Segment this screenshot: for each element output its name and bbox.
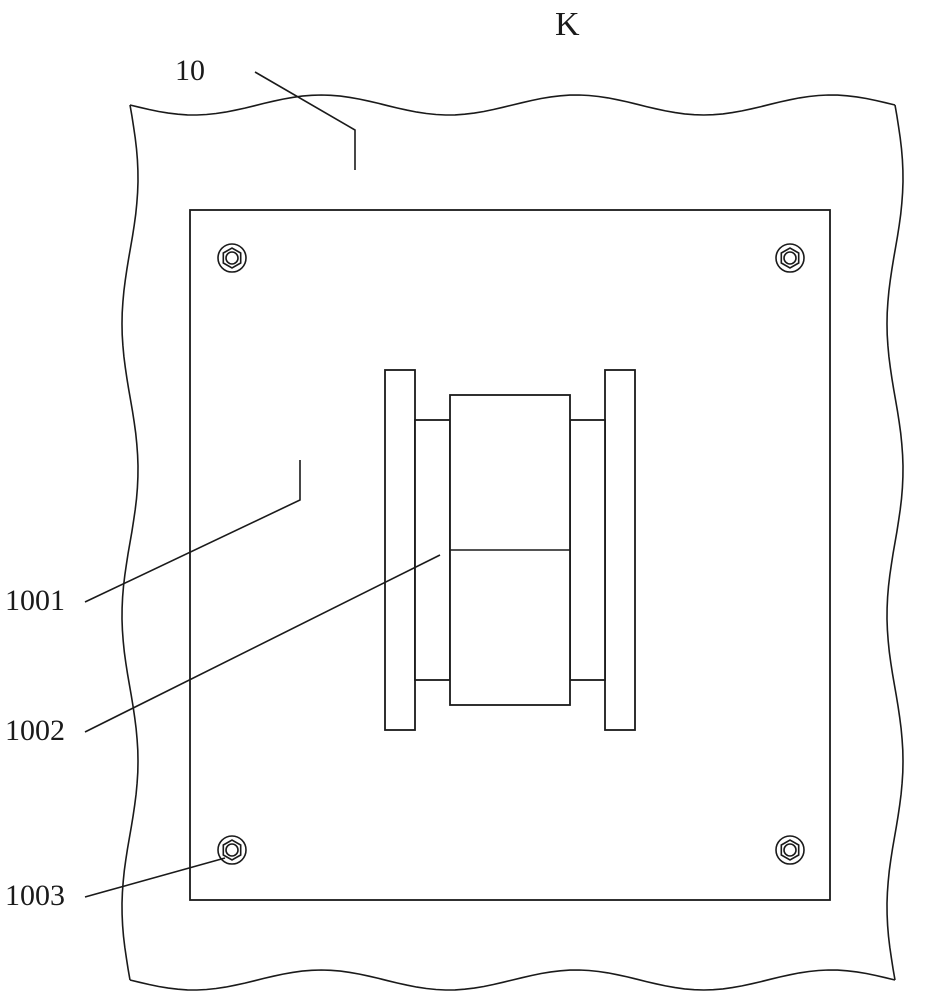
right-neck (570, 420, 605, 680)
bolt-tl (218, 244, 246, 272)
left-neck (415, 420, 450, 680)
bolt-tr (776, 244, 804, 272)
center-assembly (385, 370, 635, 730)
ref-label-10: 10 (175, 54, 205, 87)
leader-L10 (255, 72, 355, 170)
leader-L1003 (85, 858, 225, 897)
ref-label-1001: 1001 (5, 584, 65, 617)
view-label-k: K (555, 6, 580, 43)
left-flange (385, 370, 415, 730)
bolt-br (776, 836, 804, 864)
ref-label-1003: 1003 (5, 879, 65, 912)
bolt-bl (218, 836, 246, 864)
ref-label-1002: 1002 (5, 714, 65, 747)
right-flange (605, 370, 635, 730)
leader-L1001 (85, 460, 300, 602)
